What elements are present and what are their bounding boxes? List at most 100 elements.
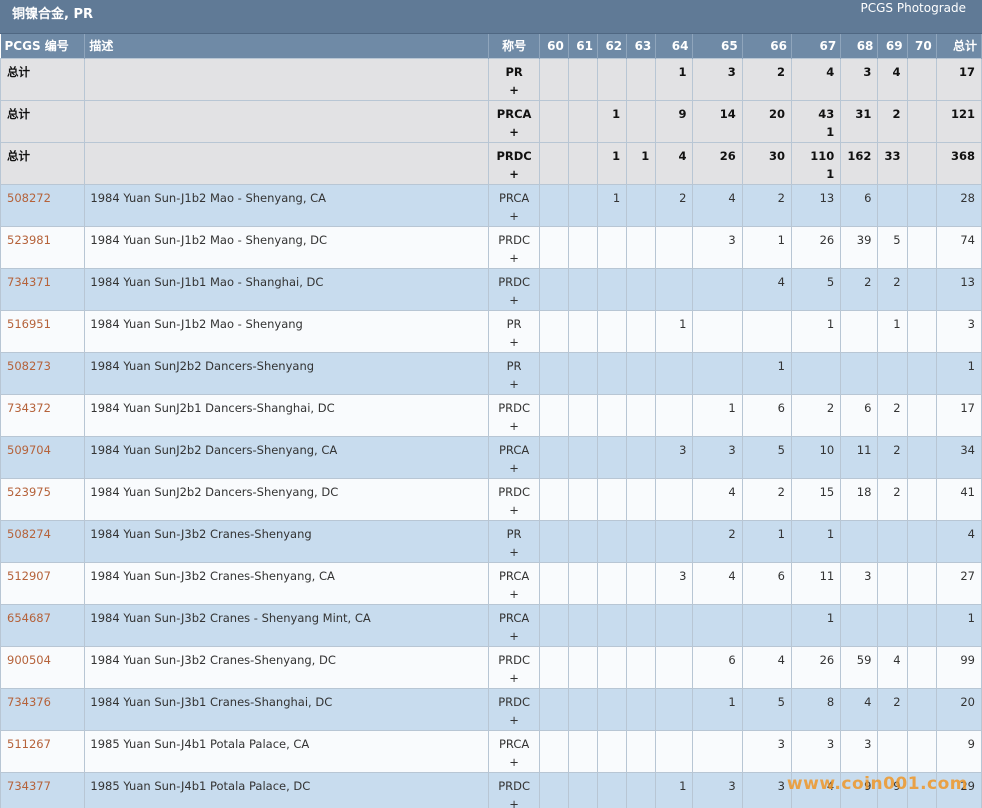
table-row: 508274 1984 Yuan Sun-J3b2 Cranes-Shenyang…	[0, 519, 982, 563]
cell-grade-62: 1	[596, 99, 628, 143]
plus-grade-toggle[interactable]: +	[509, 376, 519, 391]
cell-code: 508274	[0, 519, 86, 563]
cell-total: 17	[935, 393, 982, 437]
cell-grade-68: 2	[840, 267, 879, 311]
cell-grade-70	[906, 99, 937, 143]
cell-grade-65: 3	[692, 435, 743, 479]
grade-count: 5	[777, 442, 785, 457]
plus-grade-toggle[interactable]: +	[509, 502, 519, 517]
table-row: 511267 1985 Yuan Sun-J4b1 Potala Palace, …	[0, 729, 982, 773]
cell-grade-65: 2	[692, 519, 743, 563]
col-header-code[interactable]: PCGS 编号	[0, 34, 86, 58]
pcgs-number-link[interactable]: 734372	[7, 400, 51, 415]
pcgs-number-link[interactable]: 734371	[7, 274, 51, 289]
cell-code: 508273	[0, 351, 86, 395]
grade-count: 2	[892, 106, 901, 121]
cell-grade-60	[538, 183, 569, 227]
cell-grade-68: 6	[840, 183, 879, 227]
pcgs-number-link[interactable]: 900504	[7, 652, 51, 667]
table-row: 734376 1984 Yuan Sun-J3b1 Cranes-Shanghai…	[0, 687, 982, 731]
plus-grade-toggle[interactable]: +	[509, 796, 519, 808]
col-header-grade-63[interactable]: 63	[626, 34, 657, 58]
plus-grade-toggle[interactable]: +	[509, 586, 519, 601]
cell-grade-66: 4	[741, 645, 792, 689]
col-header-grade-66[interactable]: 66	[742, 34, 792, 58]
cell-grade-69	[877, 351, 908, 395]
cell-grade-67: 43 1	[790, 99, 842, 143]
pcgs-number-link[interactable]: 734376	[7, 694, 51, 709]
col-header-grade-68[interactable]: 68	[840, 34, 879, 58]
cell-grade-64: 2	[655, 183, 694, 227]
col-header-grade-65[interactable]: 65	[692, 34, 743, 58]
cell-grade-63	[626, 687, 657, 731]
cell-grade-68: 3	[840, 561, 879, 605]
designation-label: PRDC	[498, 400, 530, 415]
cell-grade-66: 5	[741, 435, 792, 479]
col-header-designation[interactable]: 称号	[488, 34, 540, 58]
cell-grade-66: 6	[741, 561, 792, 605]
pcgs-number-link[interactable]: 516951	[7, 316, 51, 331]
col-header-total[interactable]: 总计	[936, 34, 982, 58]
cell-grade-64	[655, 603, 694, 647]
pcgs-number-link[interactable]: 509704	[7, 442, 51, 457]
pcgs-number-link[interactable]: 734377	[7, 778, 51, 793]
plus-grade-toggle[interactable]: +	[509, 712, 519, 727]
cell-grade-61	[567, 603, 599, 647]
cell-grade-60	[538, 645, 569, 689]
grade-count: 2	[893, 400, 901, 415]
plus-grade-toggle[interactable]: +	[509, 250, 519, 265]
col-header-grade-60[interactable]: 60	[539, 34, 569, 58]
col-header-grade-61[interactable]: 61	[568, 34, 599, 58]
pcgs-number-link[interactable]: 508272	[7, 190, 51, 205]
plus-grade-toggle[interactable]: +	[509, 544, 519, 559]
cell-grade-61	[567, 393, 599, 437]
cell-description	[84, 57, 490, 101]
plus-grade-toggle[interactable]: +	[509, 82, 519, 97]
cell-designation: PRCA +	[488, 435, 540, 479]
pcgs-number-link[interactable]: 508273	[7, 358, 51, 373]
pcgs-number-link[interactable]: 508274	[7, 526, 51, 541]
plus-grade-toggle[interactable]: +	[509, 208, 519, 223]
plus-grade-toggle[interactable]: +	[509, 334, 519, 349]
table-row: 523975 1984 Yuan SunJ2b2 Dancers-Shenyang…	[0, 477, 982, 521]
col-header-desc[interactable]: 描述	[84, 34, 490, 58]
pcgs-number-link[interactable]: 523975	[7, 484, 51, 499]
cell-grade-69: 2	[877, 435, 908, 479]
cell-grade-66: 1	[741, 519, 792, 563]
pcgs-number-link[interactable]: 511267	[7, 736, 51, 751]
cell-total: 9	[935, 729, 982, 773]
grade-count: 1	[612, 106, 621, 121]
col-header-grade-67[interactable]: 67	[791, 34, 842, 58]
cell-grade-60	[538, 99, 569, 143]
grade-count: 4	[826, 778, 835, 793]
col-header-grade-64[interactable]: 64	[655, 34, 694, 58]
plus-grade-toggle[interactable]: +	[509, 292, 519, 307]
cell-total: 3	[935, 309, 982, 353]
cell-total: 121	[935, 99, 982, 143]
col-header-grade-69[interactable]: 69	[877, 34, 908, 58]
plus-grade-toggle[interactable]: +	[509, 460, 519, 475]
plus-grade-toggle[interactable]: +	[509, 628, 519, 643]
cell-description: 1984 Yuan Sun-J3b2 Cranes-Shenyang, CA	[84, 561, 490, 605]
cell-description: 1984 Yuan SunJ2b2 Dancers-Shenyang, DC	[84, 477, 490, 521]
cell-grade-61	[567, 309, 599, 353]
pcgs-number-link[interactable]: 512907	[7, 568, 51, 583]
designation-label: PR	[506, 526, 522, 541]
plus-grade-toggle[interactable]: +	[509, 754, 519, 769]
cell-grade-67: 4	[790, 57, 842, 101]
grade-count: 15	[819, 484, 835, 499]
plus-grade-toggle[interactable]: +	[509, 670, 519, 685]
grade-count: 4	[826, 64, 835, 79]
col-header-grade-62[interactable]: 62	[597, 34, 628, 58]
plus-grade-toggle[interactable]: +	[509, 418, 519, 433]
designation-label: PR	[506, 358, 522, 373]
pcgs-number-link[interactable]: 523981	[7, 232, 51, 247]
col-header-grade-70[interactable]: 70	[907, 34, 937, 58]
plus-grade-toggle[interactable]: +	[509, 124, 519, 139]
designation-label: PRCA	[498, 190, 530, 205]
cell-total: 1	[935, 603, 982, 647]
cell-grade-65: 6	[692, 645, 743, 689]
plus-grade-toggle[interactable]: +	[509, 166, 519, 181]
cell-grade-67: 1	[790, 519, 842, 563]
pcgs-number-link[interactable]: 654687	[7, 610, 51, 625]
